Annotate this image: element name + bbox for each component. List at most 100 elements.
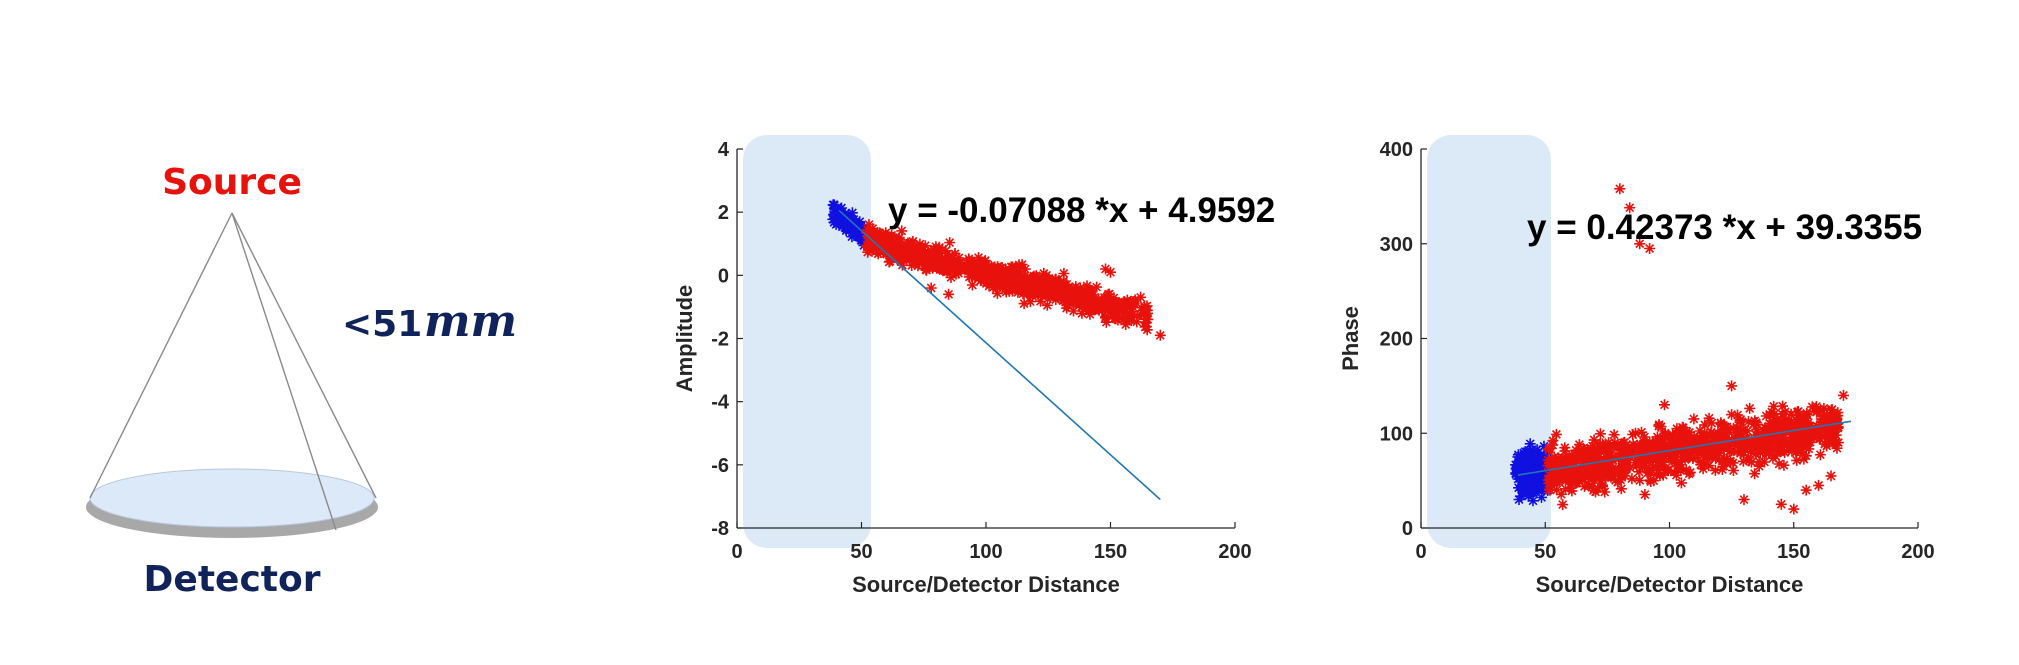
data-point	[1021, 280, 1033, 292]
data-point	[1050, 290, 1062, 302]
data-point	[1061, 291, 1073, 303]
data-point	[895, 241, 907, 252]
data-point	[1549, 470, 1561, 481]
data-point	[1766, 444, 1778, 456]
data-point	[1112, 309, 1124, 321]
data-point	[1550, 428, 1562, 440]
data-point	[1035, 295, 1046, 307]
data-point	[1831, 421, 1843, 433]
data-point	[1110, 296, 1122, 308]
data-point	[1629, 427, 1641, 439]
data-point	[1676, 421, 1688, 433]
data-point	[1020, 272, 1032, 284]
data-point	[995, 270, 1007, 282]
data-point	[951, 264, 963, 276]
amplitude-chart: 0 50 100 150 200 -8 -6 -4 -2 0 2 4 Source/Detector D…	[672, 135, 1275, 597]
data-point	[1794, 432, 1806, 444]
data-point	[1538, 476, 1550, 488]
data-point	[1555, 488, 1567, 500]
highlight-region	[743, 135, 871, 548]
data-point	[1751, 419, 1763, 430]
data-point	[1605, 465, 1617, 477]
data-point	[930, 254, 942, 266]
data-point	[846, 214, 858, 226]
data-point	[995, 278, 1007, 290]
data-point	[1633, 466, 1645, 478]
data-point	[901, 251, 913, 263]
data-point	[854, 216, 866, 228]
data-point	[1566, 485, 1578, 497]
data-point	[1787, 440, 1799, 452]
data-point	[1044, 288, 1056, 300]
data-point	[1594, 428, 1606, 440]
data-point	[1802, 430, 1814, 442]
data-point	[980, 271, 992, 283]
fit-equation: y = 0.42373 *x + 39.3355	[1527, 208, 1922, 247]
data-point	[1759, 456, 1770, 468]
data-point	[1105, 305, 1117, 316]
x-tick-label: 200	[1218, 541, 1251, 563]
data-point	[1725, 456, 1737, 468]
data-point	[1086, 304, 1097, 316]
data-point	[833, 208, 845, 219]
data-point	[1590, 450, 1602, 462]
data-point	[1778, 411, 1790, 423]
data-point	[850, 227, 861, 239]
data-point	[1728, 438, 1740, 450]
data-point	[1576, 460, 1588, 472]
data-point	[1814, 449, 1826, 461]
highlight-region	[1427, 135, 1551, 548]
data-point	[1016, 274, 1028, 286]
data-point	[827, 213, 839, 225]
data-point	[1668, 429, 1679, 441]
data-point	[1006, 276, 1018, 288]
data-point	[1636, 461, 1648, 473]
data-point	[1560, 483, 1571, 495]
data-point	[1752, 433, 1764, 445]
data-point	[1768, 400, 1780, 412]
x-tick-label: 0	[731, 541, 742, 563]
data-point	[1675, 446, 1687, 458]
data-point	[1551, 484, 1563, 496]
y-tick-label: 300	[1380, 234, 1413, 256]
data-point	[1557, 499, 1569, 511]
data-point	[1140, 313, 1152, 325]
data-point	[1785, 408, 1797, 420]
data-point	[862, 224, 874, 236]
data-point	[1775, 438, 1787, 450]
data-point	[1656, 455, 1668, 467]
data-point	[1125, 315, 1137, 326]
data-point	[1734, 416, 1746, 428]
data-point	[1683, 468, 1695, 480]
data-point	[1572, 446, 1584, 458]
data-point	[1536, 462, 1548, 474]
data-point	[1810, 401, 1822, 412]
data-point	[963, 253, 975, 265]
data-point	[1764, 409, 1776, 420]
data-point	[1091, 281, 1103, 293]
data-point	[1598, 444, 1610, 456]
y-tick-label: -8	[711, 518, 729, 540]
data-point	[1603, 443, 1615, 455]
data-point	[961, 257, 973, 269]
data-point	[1792, 406, 1804, 417]
data-point	[902, 237, 914, 249]
data-point	[1786, 445, 1798, 457]
data-point	[1745, 445, 1757, 457]
data-point	[851, 231, 863, 243]
y-tick-label: 400	[1380, 139, 1413, 161]
data-point	[1705, 426, 1717, 438]
data-point	[1084, 308, 1096, 320]
data-point	[1120, 319, 1132, 330]
detector-label: Detector	[144, 559, 321, 600]
data-point	[1048, 280, 1060, 292]
data-point	[891, 246, 903, 258]
data-point	[1703, 460, 1715, 472]
data-point	[1041, 299, 1053, 311]
data-point	[1131, 310, 1143, 322]
cone-line-slant	[231, 212, 337, 531]
data-point	[1614, 464, 1626, 476]
data-point	[1595, 457, 1607, 469]
data-point	[1737, 455, 1749, 467]
data-point	[1521, 463, 1533, 475]
